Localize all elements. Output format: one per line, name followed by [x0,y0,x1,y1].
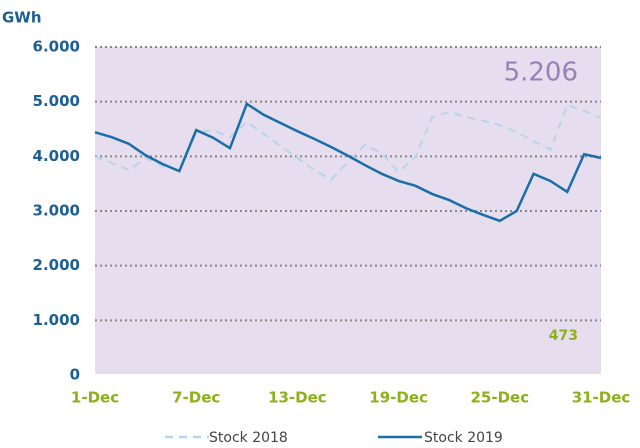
annotation: 473 [549,328,578,344]
y-tick-label: 2.000 [33,256,80,274]
y-tick-label: 6.000 [33,38,80,56]
x-tick-label: 25-Dec [470,389,529,407]
annotation: 5.206 [504,58,578,88]
x-tick-label: 13-Dec [268,389,327,407]
y-axis-label: GWh [2,9,42,27]
legend-label: Stock 2018 [209,430,288,446]
y-tick-label: 0 [70,366,80,384]
y-tick-label: 4.000 [33,147,80,165]
legend-label: Stock 2019 [424,430,503,446]
x-tick-label: 1-Dec [71,389,119,407]
y-tick-label: 3.000 [33,202,80,220]
x-tick-label: 19-Dec [369,389,428,407]
x-tick-label: 31-Dec [572,389,631,407]
y-tick-label: 5.000 [33,92,80,110]
y-tick-label: 1.000 [33,311,80,329]
x-tick-label: 7-Dec [172,389,220,407]
series-line [94,101,602,223]
